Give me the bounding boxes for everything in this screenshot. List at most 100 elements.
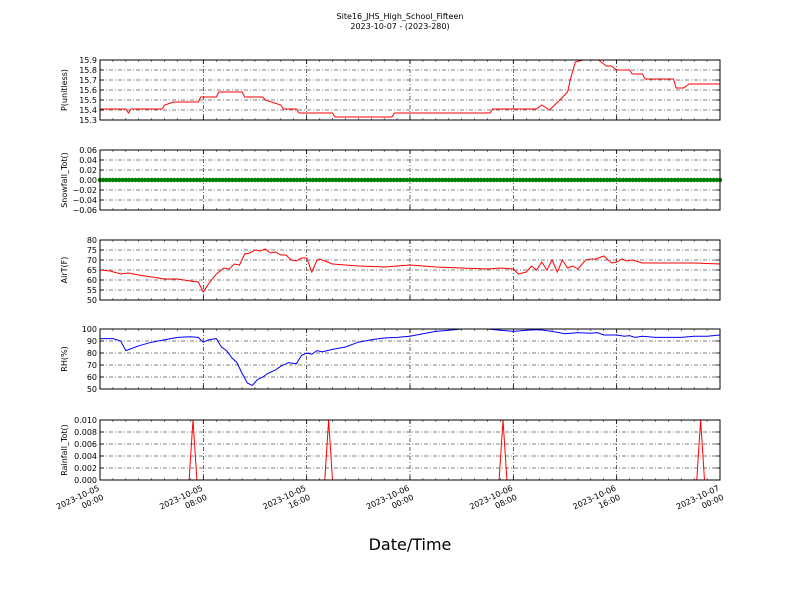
panel-2: −0.06−0.04−0.020.000.020.040.06 Snowfall_… xyxy=(60,146,723,215)
y-axis-label: AirT(F) xyxy=(60,257,69,284)
data-point xyxy=(281,177,287,183)
data-point xyxy=(543,177,548,183)
data-point xyxy=(585,177,590,183)
y-tick-label: 70 xyxy=(87,361,97,370)
data-point xyxy=(343,177,348,183)
data-point xyxy=(608,177,613,183)
data-point xyxy=(624,177,629,183)
data-point xyxy=(620,177,626,183)
data-point xyxy=(197,177,203,183)
y-tick-label: 70 xyxy=(87,256,97,265)
data-point xyxy=(369,177,374,183)
data-point xyxy=(336,177,342,183)
data-point xyxy=(653,177,658,183)
y-tick-label: 15.5 xyxy=(79,96,97,105)
data-point xyxy=(430,177,435,183)
y-tick-label: 0.000 xyxy=(74,476,97,485)
data-point xyxy=(349,177,355,183)
data-point xyxy=(378,177,384,183)
x-tick-label: 2023-10-0508:00 xyxy=(158,484,208,521)
data-point xyxy=(139,177,145,183)
data-point xyxy=(285,177,290,183)
data-point xyxy=(149,177,154,183)
data-point xyxy=(310,177,316,183)
data-point xyxy=(304,177,309,183)
data-point xyxy=(540,177,545,183)
data-point xyxy=(662,177,668,183)
data-point xyxy=(427,177,432,183)
data-point xyxy=(356,177,361,183)
y-tick-label: 0.00 xyxy=(79,176,97,185)
data-point xyxy=(646,177,652,183)
data-point xyxy=(566,177,571,183)
data-point xyxy=(165,177,171,183)
data-point xyxy=(472,177,477,183)
y-tick-label: 55 xyxy=(87,286,97,295)
data-point xyxy=(698,177,703,183)
data-point xyxy=(691,177,697,183)
y-tick-label: 15.9 xyxy=(79,56,97,65)
data-point xyxy=(188,177,193,183)
data-point xyxy=(459,177,464,183)
y-tick-label: 15.6 xyxy=(79,86,97,95)
data-point xyxy=(385,177,390,183)
data-point xyxy=(708,177,713,183)
data-point xyxy=(601,177,606,183)
data-point xyxy=(288,177,293,183)
data-point xyxy=(504,177,510,183)
data-point xyxy=(262,177,267,183)
data-point xyxy=(462,177,468,183)
y-tick-label: 50 xyxy=(87,385,97,394)
data-point xyxy=(527,177,532,183)
data-point xyxy=(256,177,261,183)
y-tick-label: 15.4 xyxy=(79,106,97,115)
data-point xyxy=(136,177,141,183)
data-point xyxy=(362,177,367,183)
data-point xyxy=(453,177,458,183)
panels: 15.315.415.515.615.715.815.9 P(unitless) −… xyxy=(60,56,723,485)
y-tick-label: 15.7 xyxy=(79,76,97,85)
data-point xyxy=(524,177,529,183)
data-point xyxy=(317,177,322,183)
data-point xyxy=(456,177,461,183)
data-point xyxy=(669,177,674,183)
data-point xyxy=(411,177,416,183)
data-point xyxy=(569,177,574,183)
data-point xyxy=(204,177,209,183)
data-point xyxy=(233,177,238,183)
data-point xyxy=(604,177,610,183)
data-point xyxy=(236,177,242,183)
data-point xyxy=(627,177,632,183)
data-point xyxy=(475,177,481,183)
data-point xyxy=(549,177,555,183)
data-point xyxy=(307,177,313,183)
data-point xyxy=(181,177,187,183)
data-point xyxy=(110,177,116,183)
data-point xyxy=(375,177,380,183)
data-point xyxy=(637,177,642,183)
data-point xyxy=(120,177,125,183)
y-tick-label: 0.010 xyxy=(74,416,97,425)
data-point xyxy=(530,177,535,183)
data-point xyxy=(168,177,174,183)
data-point xyxy=(249,177,254,183)
data-point xyxy=(394,177,400,183)
data-point xyxy=(126,177,132,183)
y-tick-label: 0.02 xyxy=(79,166,97,175)
data-point xyxy=(388,177,393,183)
data-point xyxy=(314,177,319,183)
y-tick-label: 15.3 xyxy=(79,116,97,125)
data-point xyxy=(152,177,158,183)
data-point xyxy=(640,177,645,183)
data-point xyxy=(320,177,326,183)
data-point xyxy=(272,177,277,183)
data-point xyxy=(243,177,248,183)
x-tick-label: 2023-10-0700:00 xyxy=(675,484,725,521)
chart-title: Site16_JHS_High_School_Fifteen xyxy=(337,12,464,21)
data-point xyxy=(546,177,552,183)
data-point xyxy=(562,177,568,183)
data-point xyxy=(220,177,225,183)
data-point xyxy=(117,177,122,183)
